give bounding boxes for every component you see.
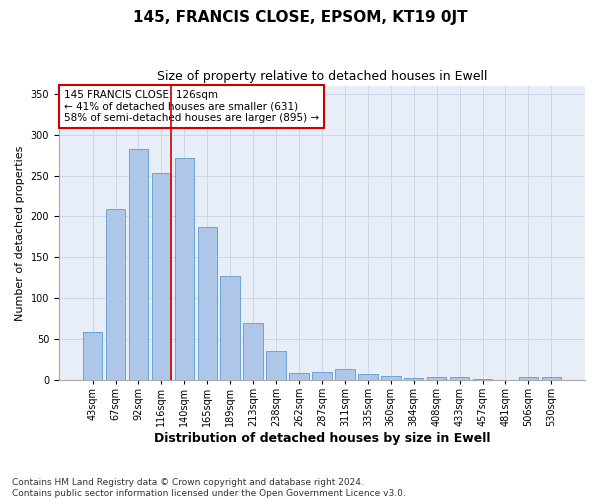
Bar [175,158,194,380]
X-axis label: Distribution of detached houses by size in Ewell: Distribution of detached houses by size … [154,432,490,445]
Bar [197,227,217,380]
Bar [289,373,309,380]
Bar [404,378,424,380]
Bar [312,372,332,380]
Bar [518,377,538,380]
Text: 145, FRANCIS CLOSE, EPSOM, KT19 0JT: 145, FRANCIS CLOSE, EPSOM, KT19 0JT [133,10,467,25]
Bar [244,323,263,380]
Bar [427,377,446,380]
Bar [358,374,377,380]
Bar [220,276,240,380]
Text: 145 FRANCIS CLOSE: 126sqm
← 41% of detached houses are smaller (631)
58% of semi: 145 FRANCIS CLOSE: 126sqm ← 41% of detac… [64,90,319,123]
Y-axis label: Number of detached properties: Number of detached properties [15,145,25,320]
Bar [152,173,171,380]
Text: Contains HM Land Registry data © Crown copyright and database right 2024.
Contai: Contains HM Land Registry data © Crown c… [12,478,406,498]
Title: Size of property relative to detached houses in Ewell: Size of property relative to detached ho… [157,70,487,83]
Bar [266,352,286,380]
Bar [450,377,469,380]
Bar [106,209,125,380]
Bar [335,370,355,380]
Bar [83,332,103,380]
Bar [128,148,148,380]
Bar [381,376,401,380]
Bar [542,377,561,380]
